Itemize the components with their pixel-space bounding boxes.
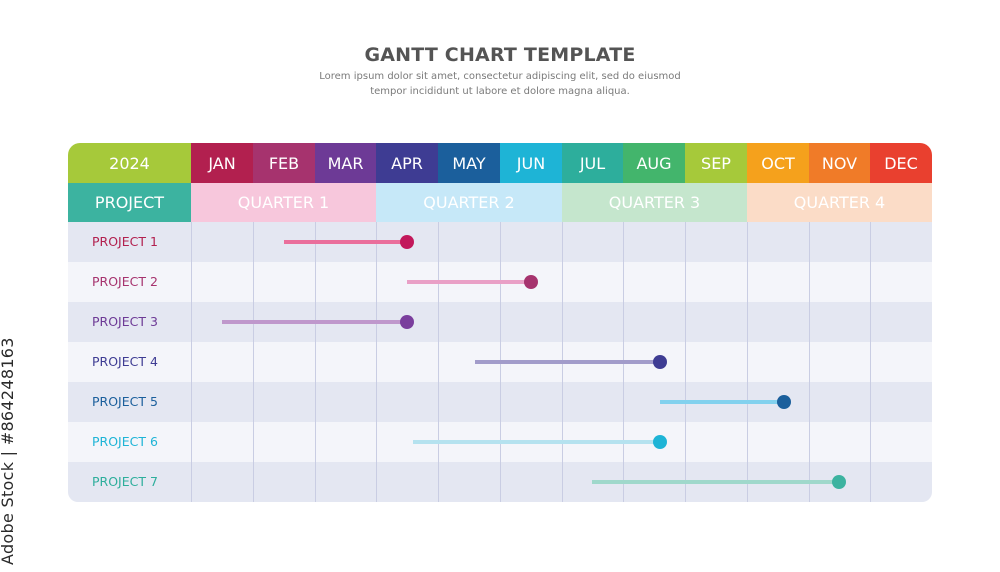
- month-header-dec: DEC: [870, 143, 932, 183]
- project-column-header: PROJECT: [68, 183, 191, 222]
- month-header-jul: JUL: [562, 143, 623, 183]
- month-gridline: [376, 222, 377, 502]
- month-header-oct: OCT: [747, 143, 809, 183]
- project-label: PROJECT 2: [92, 274, 158, 289]
- month-gridline: [191, 222, 192, 502]
- year-header: 2024: [68, 143, 191, 183]
- task-end-dot: [653, 435, 668, 449]
- quarter-header-3: QUARTER 3: [562, 183, 747, 222]
- task-end-dot: [400, 315, 415, 329]
- month-gridline: [809, 222, 810, 502]
- project-label: PROJECT 4: [92, 354, 158, 369]
- month-gridline: [315, 222, 316, 502]
- task-bar: [221, 320, 408, 324]
- month-gridline: [438, 222, 439, 502]
- chart-title: GANTT CHART TEMPLATE: [364, 44, 636, 66]
- task-bar: [592, 480, 840, 484]
- task-bar: [660, 400, 784, 404]
- task-bar: [283, 240, 408, 244]
- month-header-nov: NOV: [809, 143, 870, 183]
- month-header-aug: AUG: [623, 143, 685, 183]
- month-header-feb: FEB: [253, 143, 315, 183]
- project-label: PROJECT 1: [92, 234, 158, 249]
- quarter-header-4: QUARTER 4: [747, 183, 932, 222]
- month-header-jun: JUN: [500, 143, 562, 183]
- month-gridline: [253, 222, 254, 502]
- month-header-jan: JAN: [191, 143, 253, 183]
- project-label: PROJECT 7: [92, 474, 158, 489]
- task-bar: [413, 440, 661, 444]
- month-header-apr: APR: [376, 143, 438, 183]
- month-header-may: MAY: [438, 143, 500, 183]
- task-end-dot: [832, 475, 847, 489]
- month-gridline: [870, 222, 871, 502]
- task-end-dot: [776, 395, 791, 409]
- project-label: PROJECT 5: [92, 394, 158, 409]
- quarter-header-1: QUARTER 1: [191, 183, 376, 222]
- task-end-dot: [653, 355, 668, 369]
- stock-watermark: Adobe Stock | #864248163: [0, 337, 17, 565]
- subtitle-line-2: tempor incididunt ut labore et dolore ma…: [370, 86, 630, 97]
- task-bar: [407, 280, 531, 284]
- month-header-sep: SEP: [685, 143, 747, 183]
- project-label: PROJECT 6: [92, 434, 158, 449]
- task-end-dot: [523, 275, 538, 289]
- subtitle-line-1: Lorem ipsum dolor sit amet, consectetur …: [319, 71, 681, 82]
- month-gridline: [747, 222, 748, 502]
- quarter-header-2: QUARTER 2: [376, 183, 562, 222]
- task-bar: [475, 360, 661, 364]
- month-gridline: [685, 222, 686, 502]
- project-label: PROJECT 3: [92, 314, 158, 329]
- month-header-mar: MAR: [315, 143, 376, 183]
- task-end-dot: [400, 235, 415, 249]
